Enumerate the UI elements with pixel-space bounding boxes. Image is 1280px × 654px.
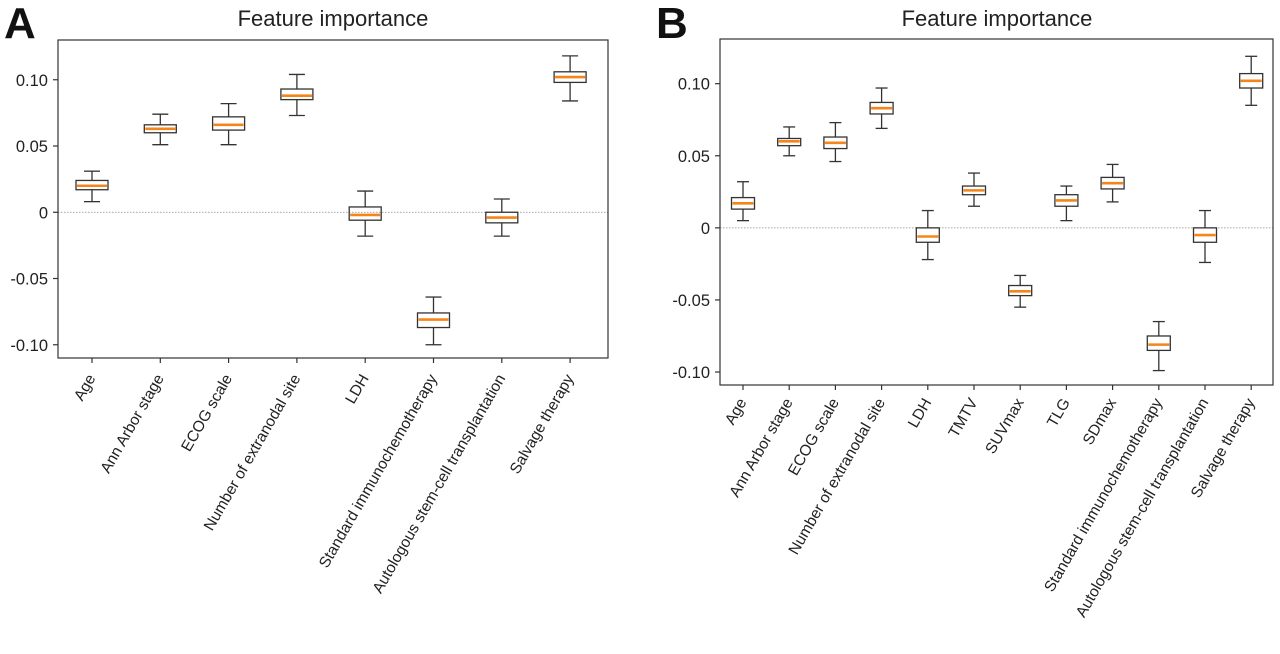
panel-a-boxes: [75, 55, 587, 346]
panel-a-plot-frame: [57, 39, 609, 359]
box-suvmax: [1008, 274, 1033, 308]
panel-a-letter: A: [4, 0, 36, 48]
panel-b-letter: B: [656, 0, 688, 48]
x-category-label: TMTV: [946, 395, 982, 441]
panel-b-title: Feature importance: [902, 6, 1093, 31]
panel-b-plot-frame: [719, 38, 1274, 386]
iqr-box: [416, 312, 451, 329]
iqr-box: [1008, 284, 1033, 297]
iqr-box: [485, 211, 519, 224]
x-category-label: Salvage therapy: [507, 371, 578, 477]
y-tick-label: 0: [39, 204, 48, 222]
panel-a-y-axis: 0.10 0.05 0 -0.05 -0.10: [10, 72, 58, 355]
box-tmtv: [961, 172, 987, 207]
y-tick-label: 0.10: [16, 72, 48, 90]
x-category-label: SDmax: [1080, 395, 1120, 448]
box-number-of-extranodal-site: [869, 87, 894, 130]
box-salvage-therapy: [553, 55, 587, 102]
iqr-box: [915, 227, 940, 243]
x-category-label: Autologous stem-cell transplantation: [370, 372, 510, 597]
iqr-box: [730, 196, 756, 210]
box-standard-immunochemotherapy: [1146, 320, 1171, 372]
x-category-label: LDH: [905, 396, 935, 431]
box-ldh: [348, 190, 382, 237]
iqr-box: [823, 136, 848, 150]
y-tick-label: 0.10: [678, 76, 710, 94]
box-sdmax: [1100, 163, 1125, 203]
panel-b-boxes: [730, 55, 1264, 372]
panel-a-title: Feature importance: [238, 6, 429, 31]
iqr-box: [1192, 227, 1218, 243]
iqr-box: [553, 71, 587, 84]
x-category-label: ECOG scale: [178, 372, 236, 455]
iqr-box: [1054, 194, 1079, 207]
y-tick-label: 0.05: [16, 138, 48, 156]
iqr-box: [348, 206, 382, 221]
x-category-label: Number of extranodal site: [786, 396, 889, 558]
iqr-box: [143, 124, 177, 134]
iqr-box: [777, 137, 802, 147]
x-category-label: SUVmax: [982, 395, 1027, 457]
box-standard-immunochemotherapy: [416, 296, 451, 346]
box-ecog-scale: [211, 102, 246, 146]
iqr-box: [75, 179, 109, 191]
iqr-box: [1239, 72, 1264, 89]
box-autologous-stem-cell-transplantation: [485, 198, 519, 237]
box-age: [730, 181, 756, 222]
x-category-label: LDH: [342, 372, 372, 407]
iqr-box: [211, 116, 246, 131]
panel-a: A Feature importance 0.10 0.05 0 -0.05 -0.10…: [4, 0, 609, 596]
x-category-label: Age: [71, 372, 100, 404]
y-tick-label: -0.05: [10, 271, 48, 289]
box-ldh: [915, 209, 940, 261]
box-ann-arbor-stage: [777, 126, 802, 157]
x-category-label: Standard immunochemotherapy: [316, 371, 441, 571]
iqr-box: [1100, 176, 1125, 190]
iqr-box: [869, 101, 894, 115]
y-tick-label: 0.05: [678, 148, 710, 166]
box-autologous-stem-cell-transplantation: [1192, 209, 1218, 264]
box-tlg: [1054, 185, 1079, 222]
box-number-of-extranodal-site: [280, 73, 314, 117]
y-tick-label: -0.10: [672, 364, 710, 382]
x-category-label: TLG: [1044, 396, 1074, 431]
x-category-label: Age: [722, 396, 751, 428]
box-ecog-scale: [823, 121, 848, 163]
iqr-box: [961, 185, 987, 196]
y-tick-label: -0.10: [10, 337, 48, 355]
panel-b: B Feature importance 0.10 0.05 0 -0.05 -0.10…: [656, 0, 1274, 620]
box-age: [75, 170, 109, 203]
box-ann-arbor-stage: [143, 113, 177, 146]
iqr-box: [280, 88, 314, 101]
y-tick-label: -0.05: [672, 292, 710, 310]
iqr-box: [1146, 335, 1171, 352]
y-tick-label: 0: [701, 220, 710, 238]
x-category-label: Ann Arbor stage: [97, 372, 167, 477]
panel-b-y-axis: 0.10 0.05 0 -0.05 -0.10: [672, 76, 720, 382]
box-salvage-therapy: [1239, 55, 1264, 106]
